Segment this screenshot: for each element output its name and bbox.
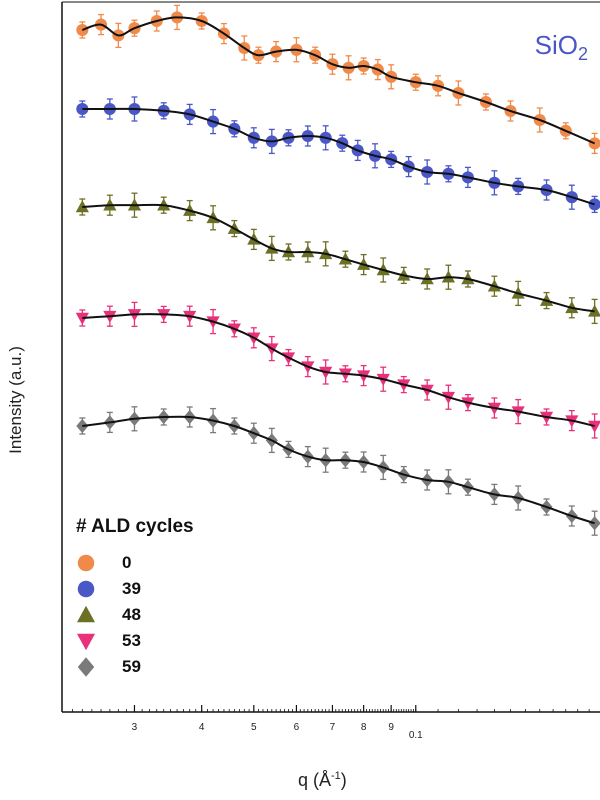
legend-marker [77, 605, 95, 623]
legend-title: # ALD cycles [76, 516, 194, 537]
legend-marker [77, 657, 95, 677]
fit-curve [81, 16, 596, 145]
data-point [75, 312, 89, 325]
y-axis-label: Intensity (a.u.) [6, 346, 25, 454]
legend-item: 48 [76, 602, 194, 628]
series-0 [76, 4, 600, 155]
series-39 [76, 96, 600, 214]
x-tick-label: 0.1 [409, 730, 423, 741]
legend-marker [77, 554, 95, 572]
fit-curve [82, 203, 595, 313]
legend-label: 39 [122, 579, 141, 598]
series-48 [75, 192, 600, 325]
x-tick-label: 9 [388, 722, 394, 733]
sample-label: SiO2 [534, 30, 588, 65]
legend-marker [77, 633, 95, 651]
legend-marker-triangle-up [77, 605, 95, 623]
legend-item: 59 [76, 654, 194, 680]
x-tick-label: 6 [294, 722, 300, 733]
x-tick-label: 5 [251, 722, 257, 733]
legend-items: 0 39 48 53 59 [76, 550, 194, 680]
legend-label: 59 [122, 657, 141, 676]
series-59 [76, 406, 600, 536]
legend-item: 39 [76, 576, 194, 602]
x-tick-label: 4 [199, 722, 205, 733]
legend-marker-triangle-down [77, 633, 95, 651]
legend-marker-diamond [77, 657, 95, 677]
fit-curve [82, 415, 595, 525]
series-53 [75, 301, 600, 439]
legend: # ALD cycles 0 39 48 53 59 [76, 516, 194, 680]
x-axis-label: q (Å-1) [298, 770, 347, 790]
legend-marker [77, 580, 95, 598]
legend-label: 0 [122, 553, 132, 572]
legend-item: 0 [76, 550, 194, 576]
legend-label: 53 [122, 631, 141, 650]
legend-marker-circle [77, 580, 95, 598]
fit-curve [82, 313, 595, 427]
x-tick-label: 8 [361, 722, 367, 733]
x-tick-label: 3 [132, 722, 138, 733]
legend-label: 48 [122, 605, 141, 624]
legend-item: 53 [76, 628, 194, 654]
x-tick-label: 7 [330, 722, 336, 733]
fit-curve [82, 107, 595, 206]
legend-marker-circle [77, 554, 95, 572]
